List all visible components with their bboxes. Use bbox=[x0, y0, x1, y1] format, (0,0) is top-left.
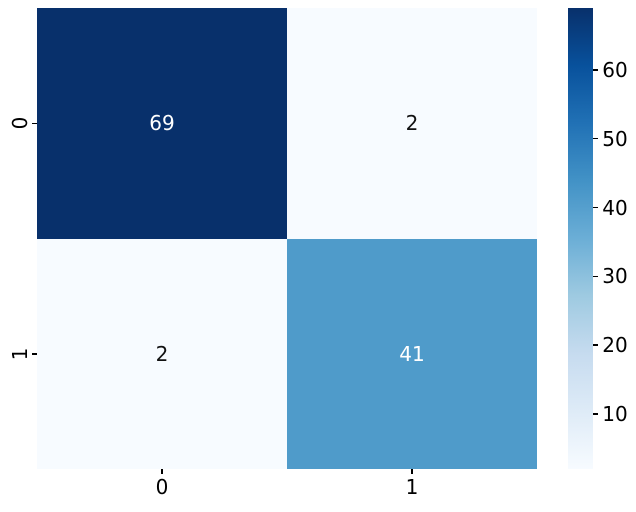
tick-mark bbox=[593, 69, 598, 71]
colorbar-tick-label-10: 10 bbox=[602, 401, 628, 426]
y-tick-label-1: 1 bbox=[8, 347, 32, 361]
heatmap-cell-1-1: 41 bbox=[287, 238, 537, 469]
tick-mark bbox=[411, 469, 413, 474]
colorbar-tick-label-40: 40 bbox=[602, 195, 628, 220]
tick-mark bbox=[593, 344, 598, 346]
colorbar bbox=[568, 8, 593, 469]
y-tick-label-0: 0 bbox=[8, 116, 32, 130]
tick-mark bbox=[32, 353, 37, 355]
colorbar-gradient bbox=[568, 8, 593, 469]
x-tick-label-0: 0 bbox=[155, 475, 169, 499]
tick-mark bbox=[593, 413, 598, 415]
tick-mark bbox=[593, 206, 598, 209]
heatmap-cell-1-0: 2 bbox=[37, 238, 287, 469]
colorbar-tick-label-30: 30 bbox=[602, 264, 628, 289]
colorbar-tick-label-60: 60 bbox=[602, 57, 628, 82]
tick-mark bbox=[161, 469, 163, 474]
heatmap-cell-0-0: 69 bbox=[37, 8, 287, 239]
tick-mark bbox=[593, 275, 598, 278]
cell-annotation: 2 bbox=[405, 111, 419, 136]
tick-mark bbox=[593, 137, 598, 140]
tick-mark bbox=[32, 122, 37, 124]
cell-annotation: 2 bbox=[155, 341, 169, 366]
cell-annotation: 41 bbox=[399, 341, 425, 366]
heatmap-cell-0-1: 2 bbox=[287, 8, 537, 239]
colorbar-tick-label-50: 50 bbox=[602, 126, 628, 151]
x-tick-label-1: 1 bbox=[405, 475, 419, 499]
heatmap: 69 2 2 41 bbox=[37, 8, 537, 469]
cell-annotation: 69 bbox=[149, 111, 175, 136]
colorbar-tick-label-20: 20 bbox=[602, 333, 628, 358]
